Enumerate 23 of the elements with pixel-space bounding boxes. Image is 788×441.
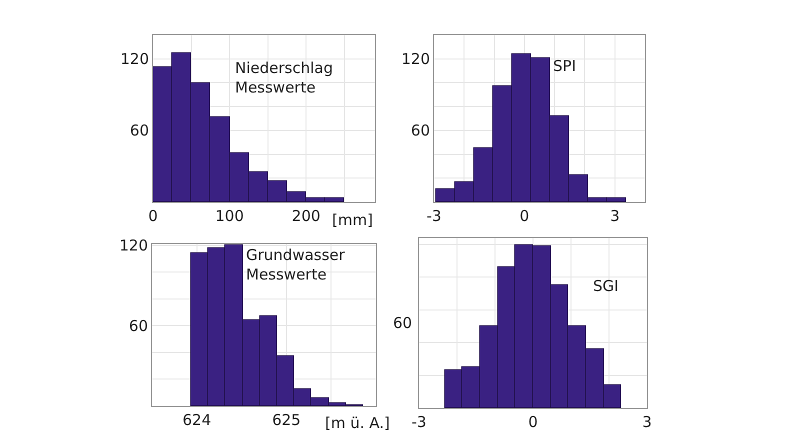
x-tick-label: 624 xyxy=(182,411,212,429)
x-tick-label: -3 xyxy=(426,207,442,225)
x-tick-label: 200 xyxy=(292,207,320,225)
x-tick-label: 0 xyxy=(528,413,538,431)
y-tick-label: 120 xyxy=(119,236,148,255)
x-axis-title: [mm] xyxy=(332,211,373,229)
annotation: SGI xyxy=(593,277,619,295)
annotation: Niederschlag Messwerte xyxy=(235,59,333,96)
annotation: Grundwasser Messwerte xyxy=(246,246,346,284)
x-tick-label: 0 xyxy=(520,207,530,225)
y-tick-label: 120 xyxy=(401,50,430,68)
x-axis-title: [m ü. A.] xyxy=(325,414,390,432)
y-tick-label: 60 xyxy=(130,122,149,140)
x-tick-label: 625 xyxy=(272,411,301,429)
x-tick-label: -3 xyxy=(412,413,426,431)
x-tick-label: 100 xyxy=(215,207,244,225)
annotation: SPI xyxy=(553,57,576,75)
y-tick-label: 120 xyxy=(120,50,149,68)
y-tick-label: 60 xyxy=(128,316,148,335)
x-tick-label: 3 xyxy=(642,413,652,431)
x-tick-label: 3 xyxy=(610,207,620,225)
text: 60 xyxy=(393,314,412,332)
x-tick-label: 0 xyxy=(148,207,158,225)
